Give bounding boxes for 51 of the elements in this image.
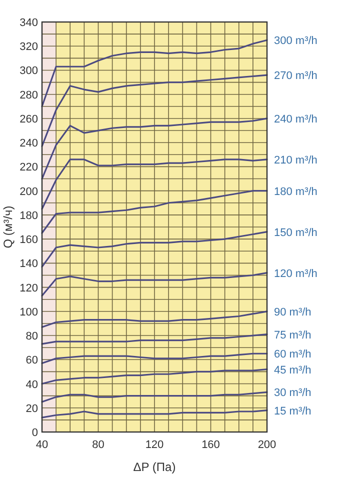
- x-tick-label: 80: [92, 439, 104, 451]
- y-tick-label: 300: [20, 65, 38, 78]
- y-axis-title: Q (м³/ч): [1, 206, 15, 248]
- y-tick-label: 340: [20, 17, 38, 29]
- series-label: 180 m³/h: [274, 186, 318, 198]
- y-tick-label: 180: [20, 210, 38, 222]
- series-label: 45 m³/h: [274, 364, 312, 376]
- y-tick-label: 0: [32, 427, 38, 439]
- y-tick-label: 80: [26, 330, 38, 343]
- y-tick-label: 260: [20, 113, 38, 126]
- line-series: [41, 352, 268, 364]
- x-tick-label: 40: [36, 439, 48, 451]
- x-tick-label: 160: [202, 439, 220, 451]
- series-label: 15 m³/h: [274, 405, 312, 418]
- line-series: [41, 158, 268, 210]
- x-tick-label: 200: [258, 439, 276, 451]
- line-series: [41, 272, 268, 297]
- y-tick-label: 320: [20, 41, 38, 54]
- y-tick-label: 240: [20, 138, 38, 150]
- y-tick-label: 40: [26, 378, 38, 391]
- line-series: [41, 409, 268, 418]
- line-series: [41, 310, 268, 328]
- series-label: 60 m³/h: [274, 348, 312, 361]
- y-tick-label: 60: [26, 354, 38, 367]
- series-label: 90 m³/h: [274, 306, 312, 318]
- y-tick-label: 220: [20, 162, 38, 174]
- series-label: 30 m³/h: [274, 387, 312, 400]
- y-tick-label: 160: [20, 234, 38, 246]
- line-series: [41, 334, 268, 345]
- y-tick-label: 100: [20, 306, 38, 318]
- line-series: [41, 39, 268, 108]
- y-tick-label: 20: [26, 402, 38, 415]
- series-label: 210 m³/h: [274, 154, 318, 166]
- series-label: 75 m³/h: [274, 329, 312, 342]
- series-label: 150 m³/h: [274, 226, 318, 239]
- series-label: 300 m³/h: [274, 35, 318, 48]
- line-series: [41, 391, 268, 403]
- y-tick-label: 120: [20, 282, 38, 294]
- series-label: 270 m³/h: [274, 70, 318, 82]
- line-series: [41, 118, 268, 180]
- y-tick-label: 280: [20, 89, 38, 102]
- line-series: [41, 190, 268, 234]
- y-tick-label: 140: [20, 258, 38, 270]
- line-series: [41, 368, 268, 385]
- x-axis-title: ΔP (Па): [133, 460, 176, 474]
- line-series: [41, 74, 268, 148]
- series-label: 240 m³/h: [274, 113, 318, 126]
- y-tick-label: 200: [20, 186, 38, 198]
- series-label: 120 m³/h: [274, 268, 318, 280]
- x-tick-label: 120: [145, 439, 164, 451]
- line-series: [41, 231, 268, 268]
